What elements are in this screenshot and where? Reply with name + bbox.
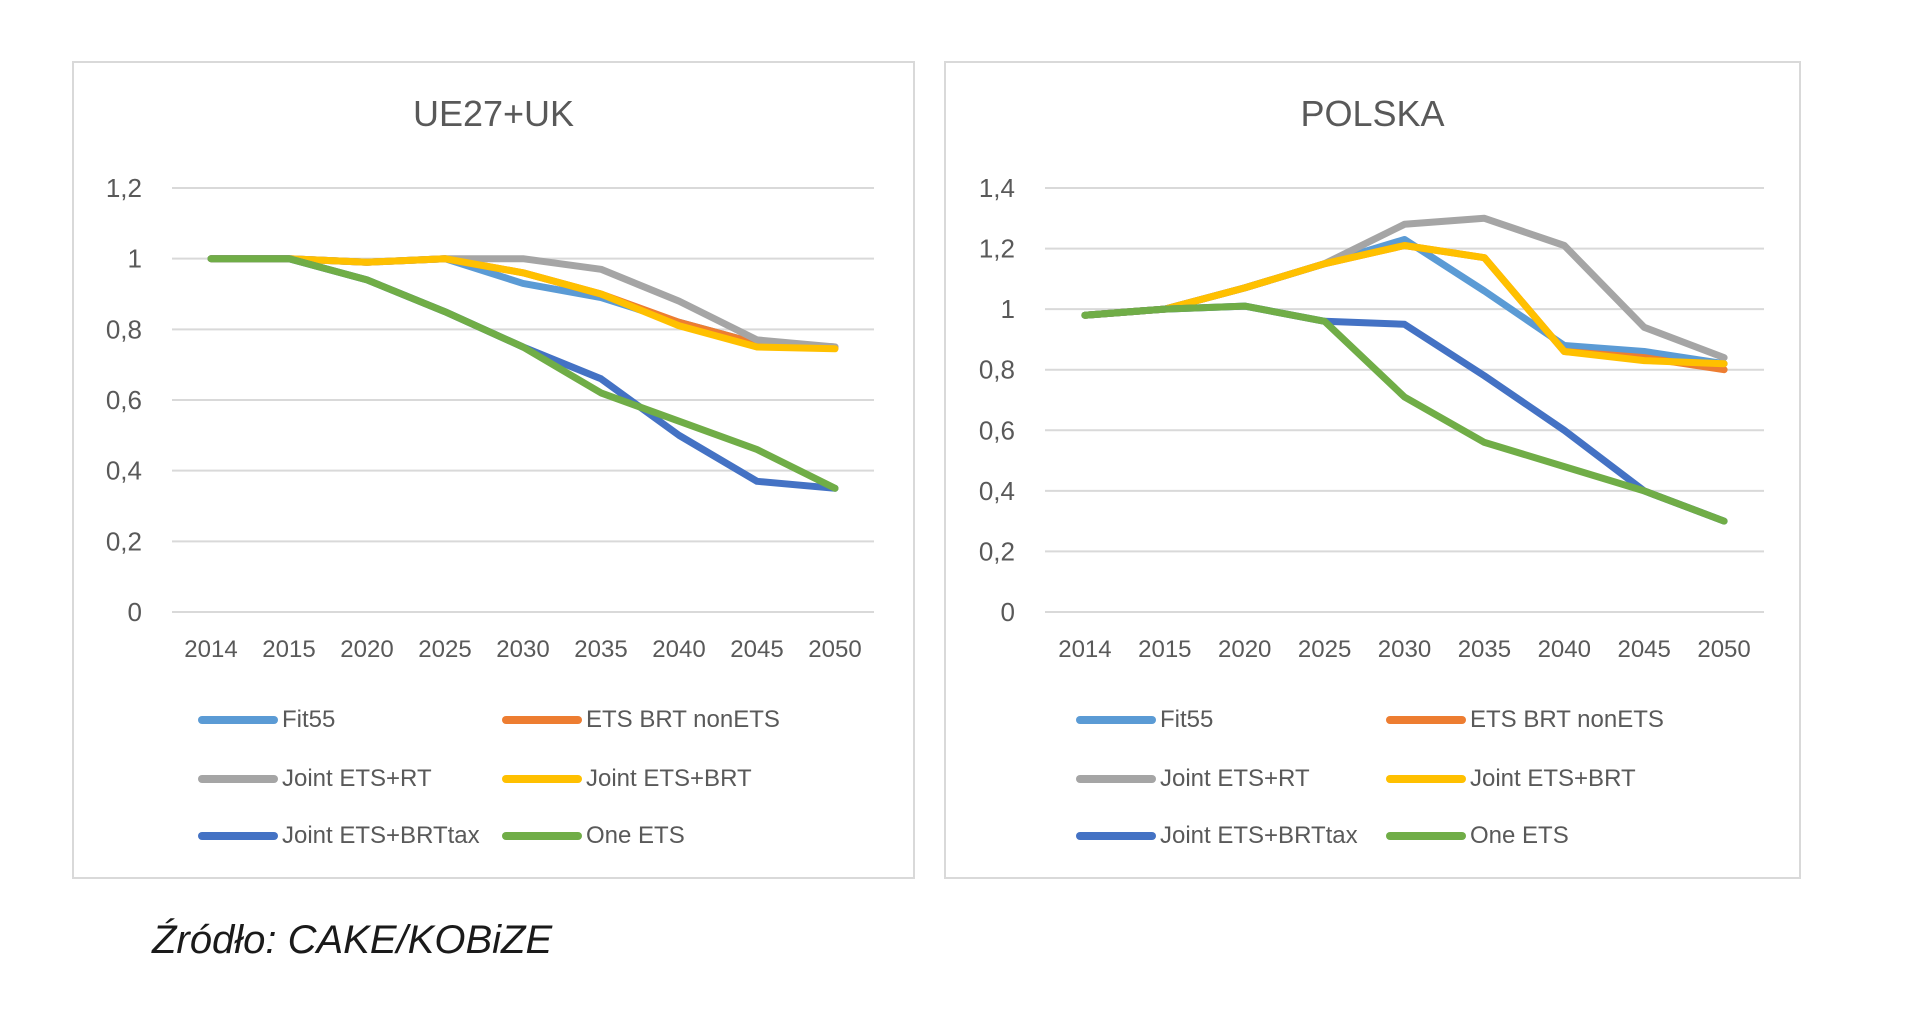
legend-item: Fit55: [1076, 700, 1213, 740]
line-chart-eu: 0 0,2 0,4 0,6 0,8 1 1,2 2014 2015 2020 2025 2030 203…: [106, 173, 874, 663]
legend-swatch: [502, 716, 582, 724]
x-tick-label: 2035: [1458, 636, 1511, 663]
legend-swatch: [1386, 832, 1466, 840]
chart-title: UE27+UK: [412, 93, 575, 134]
chart-panel-eu: UE27+UK 0 0,2 0,4 0,6 0,8 1 1,2 2014 2015 2020 202…: [72, 61, 915, 879]
y-tick-label: 0,8: [106, 314, 142, 344]
legend-item: Joint ETS+BRT: [1386, 759, 1636, 799]
legend-label: One ETS: [586, 822, 685, 849]
legend-label: Fit55: [282, 706, 336, 733]
legend-item: One ETS: [1386, 816, 1569, 856]
chart-panel-pl: POLSKA 0 0,2 0,4 0,6 0,8 1 1,2 1,4 2014 2015 2020 2…: [944, 61, 1801, 879]
x-tick-label: 2014: [184, 636, 237, 663]
y-tick-label: 1: [128, 244, 142, 274]
legend-label: Joint ETS+RT: [282, 765, 432, 792]
legend-swatch: [1386, 775, 1466, 783]
x-tick-label: 2015: [1138, 636, 1191, 663]
chart-title: POLSKA: [1300, 93, 1445, 134]
legend-swatch: [1076, 832, 1156, 840]
legend-label: Joint ETS+BRTtax: [282, 822, 480, 849]
legend-item: Joint ETS+BRTtax: [198, 816, 480, 856]
legend-item: One ETS: [502, 816, 685, 856]
line-chart-pl: 0 0,2 0,4 0,6 0,8 1 1,2 1,4 2014 2015 2020 2025 2030…: [979, 173, 1764, 663]
y-tick-label: 0,2: [979, 536, 1015, 566]
legend-item: Joint ETS+BRT: [502, 759, 752, 799]
series-line-joint-ets-brt: [207, 255, 839, 353]
legend-label: Joint ETS+BRT: [1470, 765, 1636, 792]
x-tick-label: 2020: [1218, 636, 1271, 663]
y-tick-label: 0,6: [106, 385, 142, 415]
legend-swatch: [502, 775, 582, 783]
legend-item: Joint ETS+BRTtax: [1076, 816, 1358, 856]
legend-swatch: [502, 832, 582, 840]
y-tick-label: 1,2: [106, 173, 142, 203]
x-tick-label: 2020: [340, 636, 393, 663]
legend-label: ETS BRT nonETS: [1470, 706, 1664, 733]
legend-swatch: [198, 832, 278, 840]
series-line-one-ets: [207, 255, 839, 492]
y-tick-label: 0,4: [106, 456, 142, 486]
y-tick-label: 1: [1001, 294, 1015, 324]
y-tick-label: 0,8: [979, 355, 1015, 385]
x-tick-label: 2030: [496, 636, 549, 663]
x-tick-label: 2025: [418, 636, 471, 663]
legend-label: Joint ETS+BRT: [586, 765, 752, 792]
legend-item: Fit55: [198, 700, 335, 740]
x-tick-label: 2015: [262, 636, 315, 663]
x-tick-label: 2045: [730, 636, 783, 663]
legend-swatch: [1386, 716, 1466, 724]
legend-label: Joint ETS+BRTtax: [1160, 822, 1358, 849]
legend-swatch: [1076, 775, 1156, 783]
x-tick-label: 2050: [1697, 636, 1750, 663]
x-tick-label: 2030: [1378, 636, 1431, 663]
series-line-joint-ets-brttax: [207, 255, 839, 492]
y-tick-label: 0,2: [106, 526, 142, 556]
legend-swatch: [1076, 716, 1156, 724]
x-tick-label: 2025: [1298, 636, 1351, 663]
x-tick-label: 2050: [808, 636, 861, 663]
series-line-one-ets: [1081, 302, 1728, 525]
legend-label: ETS BRT nonETS: [586, 706, 780, 733]
source-note: Źródło: CAKE/KOBiZE: [152, 918, 553, 962]
x-tick-label: 2045: [1617, 636, 1670, 663]
legend-swatch: [198, 716, 278, 724]
y-tick-label: 0,4: [979, 476, 1015, 506]
legend-label: Joint ETS+RT: [1160, 765, 1310, 792]
series-line-joint-ets-brt: [1081, 242, 1728, 368]
y-tick-label: 0: [128, 597, 142, 627]
y-tick-label: 1,4: [979, 173, 1015, 203]
x-tick-label: 2040: [652, 636, 705, 663]
legend-item: ETS BRT nonETS: [1386, 700, 1664, 740]
y-tick-label: 0,6: [979, 415, 1015, 445]
x-tick-label: 2035: [574, 636, 627, 663]
legend-item: Joint ETS+RT: [1076, 759, 1310, 799]
y-tick-label: 0: [1001, 597, 1015, 627]
x-tick-label: 2040: [1538, 636, 1591, 663]
legend-item: ETS BRT nonETS: [502, 700, 780, 740]
legend-label: One ETS: [1470, 822, 1569, 849]
legend-item: Joint ETS+RT: [198, 759, 432, 799]
x-tick-label: 2014: [1058, 636, 1111, 663]
legend-swatch: [198, 775, 278, 783]
y-tick-label: 1,2: [979, 234, 1015, 264]
legend-label: Fit55: [1160, 706, 1214, 733]
